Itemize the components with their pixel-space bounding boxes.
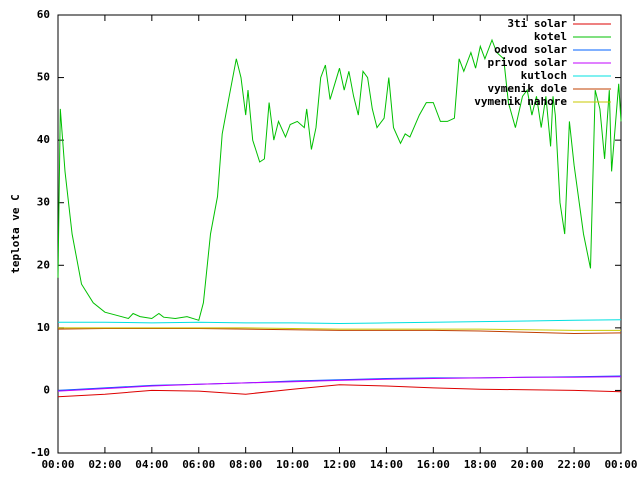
x-tick-label: 20:00: [511, 458, 544, 471]
y-tick-label: 0: [43, 383, 50, 396]
series-line: [57, 328, 622, 335]
y-axis-label: teplota ve C: [9, 194, 22, 273]
series-line: [57, 376, 622, 392]
x-tick-label: 04:00: [135, 458, 168, 471]
x-tick-label: 18:00: [464, 458, 497, 471]
legend-label: vymenik nahore: [474, 95, 567, 108]
series-line: [57, 38, 622, 321]
y-tick-label: 50: [37, 71, 50, 84]
legend-label: kotel: [534, 30, 567, 43]
legend-label: odvod solar: [494, 43, 567, 56]
y-tick-label: 20: [37, 258, 50, 271]
x-tick-label: 00:00: [604, 458, 637, 471]
series-line: [58, 327, 621, 331]
y-tick-label: 60: [37, 8, 50, 21]
series-line: [57, 375, 622, 391]
legend-label: vymenik dole: [488, 82, 568, 95]
x-tick-label: 16:00: [417, 458, 450, 471]
legend-label: 3ti solar: [507, 17, 567, 30]
y-tick-label: -10: [30, 446, 50, 459]
x-tick-label: 00:00: [41, 458, 74, 471]
x-tick-label: 08:00: [229, 458, 262, 471]
x-tick-label: 06:00: [182, 458, 215, 471]
legend-label: privod solar: [488, 56, 568, 69]
series-line: [58, 319, 622, 325]
x-tick-label: 22:00: [558, 458, 591, 471]
x-tick-label: 12:00: [323, 458, 356, 471]
x-tick-label: 10:00: [276, 458, 309, 471]
y-tick-label: 30: [37, 196, 50, 209]
legend-label: kutloch: [521, 69, 567, 82]
x-tick-label: 02:00: [88, 458, 121, 471]
y-tick-label: 10: [37, 321, 50, 334]
x-tick-label: 14:00: [370, 458, 403, 471]
series-line: [57, 384, 622, 398]
y-tick-label: 40: [37, 133, 50, 146]
